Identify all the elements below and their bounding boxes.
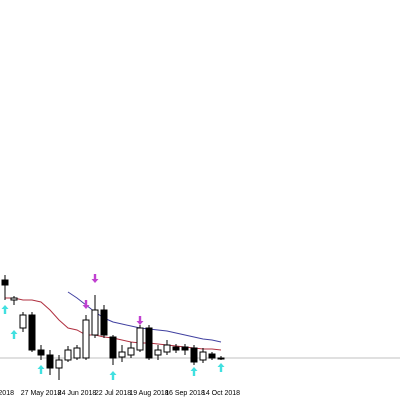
buy-arrow	[217, 363, 225, 372]
buy-arrow	[37, 365, 45, 374]
candle-body	[154, 349, 162, 356]
candle-body	[217, 357, 225, 360]
candle-body	[46, 354, 54, 369]
candle-body	[172, 346, 180, 351]
buy-arrow	[10, 330, 18, 339]
candle-body	[73, 347, 81, 359]
candle-body	[100, 309, 108, 336]
sell-arrow	[91, 274, 99, 283]
candle-body	[10, 297, 18, 301]
candle-body	[163, 344, 171, 353]
candle-body	[109, 336, 117, 359]
candle-body	[181, 346, 189, 351]
candle-body	[1, 279, 9, 286]
x-tick-label: 16 Sep 2018	[165, 390, 205, 397]
buy-arrow	[1, 305, 9, 314]
sell-arrow	[82, 300, 90, 309]
candle-body	[64, 349, 72, 361]
candle-body	[127, 347, 135, 356]
sell-arrow	[136, 316, 144, 325]
x-tick-label: 24 Jun 2018	[58, 390, 97, 397]
candle-body	[199, 351, 207, 361]
candle-body	[145, 327, 153, 359]
candle-body	[82, 319, 90, 359]
x-tick-label: 19 Aug 2018	[129, 390, 168, 397]
x-tick-label: 27 May 2018	[21, 390, 62, 397]
candle-body	[208, 353, 216, 359]
x-tick-label: r 2018	[0, 390, 14, 397]
candle-body	[28, 314, 36, 351]
candle-body	[136, 327, 144, 351]
candle-body	[118, 351, 126, 358]
x-tick-label: 14 Oct 2018	[202, 390, 240, 397]
candle-body	[91, 309, 99, 336]
candle-body	[37, 349, 45, 356]
buy-arrow	[190, 367, 198, 376]
x-tick-label: 22 Jul 2018	[95, 390, 131, 397]
candle-body	[55, 359, 63, 369]
buy-arrow	[109, 371, 117, 380]
candle-body	[19, 314, 27, 329]
candle-body	[190, 347, 198, 363]
